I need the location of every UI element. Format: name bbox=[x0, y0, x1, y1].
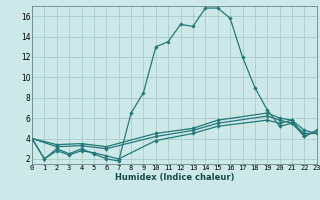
X-axis label: Humidex (Indice chaleur): Humidex (Indice chaleur) bbox=[115, 173, 234, 182]
